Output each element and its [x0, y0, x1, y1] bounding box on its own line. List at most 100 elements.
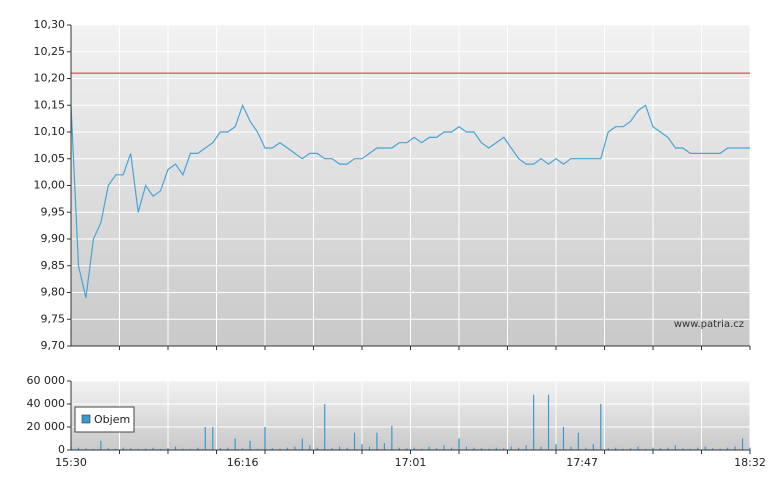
- volume-bar: [697, 447, 699, 450]
- volume-bar: [465, 446, 468, 450]
- x-tick-label: 18:32: [734, 456, 766, 469]
- volume-bar: [682, 448, 684, 450]
- volume-bar: [227, 447, 229, 450]
- volume-bar: [398, 447, 400, 450]
- volume-bar: [383, 443, 385, 450]
- x-tick-label: 15:30: [55, 456, 87, 469]
- volume-bar: [547, 394, 550, 450]
- volume-bar: [152, 447, 154, 450]
- y-tick-label: 10,25: [34, 45, 66, 58]
- volume-bar: [480, 448, 482, 450]
- volume-bar: [652, 447, 654, 450]
- volume-bar: [376, 432, 378, 450]
- volume-bar: [630, 448, 632, 450]
- volume-bar: [704, 446, 706, 450]
- volume-bar: [391, 425, 393, 450]
- volume-bar: [353, 432, 356, 450]
- y-tick-label: 10,05: [34, 152, 66, 165]
- volume-bar: [600, 404, 602, 450]
- volume-bar: [592, 444, 594, 450]
- volume-bar: [406, 448, 408, 450]
- volume-bar: [122, 447, 124, 450]
- volume-bar: [421, 448, 423, 450]
- volume-bar: [488, 448, 490, 450]
- volume-bar: [510, 446, 512, 450]
- y-tick-label: 10,15: [34, 98, 66, 111]
- volume-bar: [734, 446, 736, 450]
- volume-bar: [436, 448, 438, 450]
- volume-bar: [644, 448, 647, 450]
- volume-bar: [324, 404, 326, 450]
- volume-bar: [458, 438, 460, 450]
- volume-bar: [361, 444, 363, 450]
- volume-bar: [115, 448, 117, 450]
- y-tick-label: 9,80: [41, 286, 66, 299]
- volume-bar: [503, 448, 505, 450]
- x-tick-label: 17:47: [566, 456, 598, 469]
- volume-bar: [107, 448, 109, 450]
- volume-bar: [100, 440, 102, 450]
- volume-bar: [85, 448, 87, 450]
- volume-bar: [294, 446, 296, 450]
- y-tick-label: 20 000: [27, 420, 66, 433]
- volume-bar: [249, 440, 251, 450]
- y-tick-label: 10,20: [34, 72, 66, 85]
- volume-bar: [301, 438, 303, 450]
- volume-bar: [234, 438, 236, 450]
- volume-bar: [264, 427, 266, 450]
- volume-bar: [473, 447, 475, 450]
- legend-label: Objem: [94, 413, 130, 426]
- volume-bar: [212, 427, 214, 450]
- volume-bar: [145, 448, 147, 450]
- volume-bar: [719, 448, 721, 450]
- volume-bar: [77, 447, 80, 450]
- volume-bar: [339, 446, 341, 450]
- volume-bar: [540, 446, 542, 450]
- volume-bar: [242, 448, 244, 450]
- volume-bar: [570, 446, 572, 450]
- volume-bar: [256, 448, 259, 450]
- y-tick-label: 9,90: [41, 232, 66, 245]
- y-tick-label: 9,95: [41, 205, 66, 218]
- volume-bar: [286, 447, 288, 450]
- volume-bar: [585, 447, 587, 450]
- volume-bar: [130, 448, 132, 450]
- y-tick-label: 0: [58, 443, 65, 456]
- volume-bar: [159, 448, 162, 450]
- x-tick-label: 16:16: [227, 456, 259, 469]
- y-tick-label: 60 000: [27, 374, 66, 387]
- volume-bar: [92, 448, 94, 450]
- legend-swatch: [81, 414, 91, 424]
- volume-bar: [346, 447, 348, 450]
- volume-bar: [413, 447, 415, 450]
- volume-bar: [689, 448, 691, 450]
- y-tick-label: 9,75: [41, 312, 66, 325]
- volume-bar: [727, 447, 729, 450]
- volume-bar: [637, 446, 639, 450]
- volume-bar: [495, 447, 497, 450]
- x-tick-label: 17:01: [395, 456, 427, 469]
- volume-bar: [309, 445, 311, 450]
- volume-bar: [316, 447, 318, 450]
- volume-bar: [189, 448, 191, 450]
- volume-bar: [368, 446, 371, 450]
- volume-bar: [450, 447, 453, 450]
- volume-bar: [741, 438, 744, 450]
- volume-bar: [174, 446, 177, 450]
- volume-bar: [667, 447, 669, 450]
- volume-bar: [331, 448, 333, 450]
- volume-bar: [577, 432, 579, 450]
- volume-bar: [219, 448, 221, 450]
- volume-bar: [607, 448, 609, 450]
- volume-bar: [428, 446, 430, 450]
- volume-bar: [749, 447, 751, 450]
- y-tick-label: 9,85: [41, 259, 66, 272]
- volume-bar: [443, 445, 445, 450]
- volume-bar: [204, 427, 206, 450]
- volume-bar: [622, 448, 624, 450]
- y-tick-label: 9,70: [41, 339, 66, 352]
- volume-bar: [615, 447, 617, 450]
- volume-bar: [182, 448, 184, 450]
- volume-bar: [659, 448, 662, 450]
